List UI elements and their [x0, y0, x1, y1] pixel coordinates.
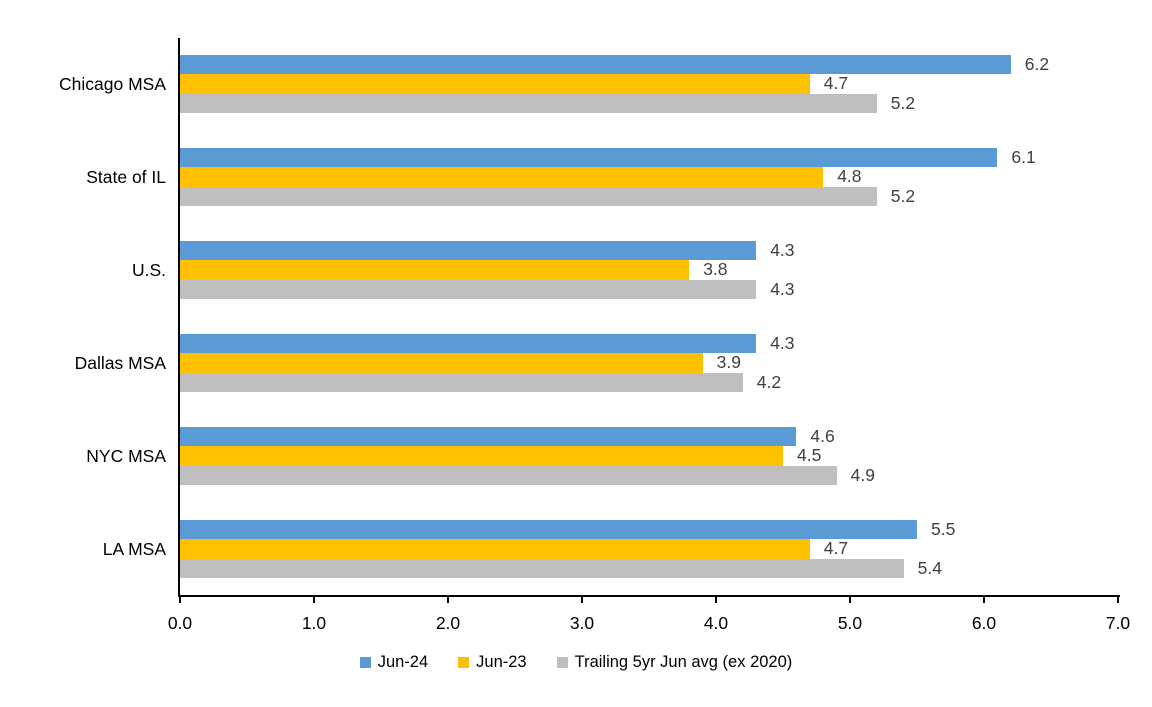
bar-jun-24: [180, 427, 797, 447]
bar-jun-24: [180, 334, 757, 354]
data-label: 4.9: [850, 464, 875, 485]
bar-jun-24: [180, 520, 917, 540]
x-axis-tick: [447, 597, 449, 603]
category-label: Dallas MSA: [74, 353, 166, 373]
bar-jun-23: [180, 260, 690, 280]
bar-trailing-5yr-jun-avg-ex-2020-: [180, 279, 757, 299]
legend-item: Jun-24: [359, 652, 429, 672]
x-axis-tick-label: 1.0: [301, 613, 327, 633]
data-label: 6.1: [1011, 147, 1036, 167]
legend-label: Trailing 5yr Jun avg (ex 2020): [574, 652, 793, 671]
x-axis-tick-label: 5.0: [837, 613, 863, 633]
data-label: 5.2: [890, 185, 916, 206]
data-label: 4.3: [770, 240, 795, 260]
category-label: Chicago MSA: [59, 74, 166, 94]
x-axis-tick: [849, 597, 851, 603]
x-axis-line: [178, 595, 1120, 597]
category-label: NYC MSA: [86, 446, 166, 466]
data-label: 6.2: [1024, 54, 1050, 74]
x-axis-tick-label: 6.0: [971, 613, 997, 633]
legend-swatch-icon: [556, 656, 568, 668]
x-axis-tick-label: 3.0: [569, 613, 595, 633]
legend-label: Jun-23: [476, 652, 527, 671]
x-axis-tick: [179, 597, 181, 603]
data-label: 5.5: [931, 519, 956, 539]
x-axis-tick-label: 2.0: [435, 613, 461, 633]
legend-item: Trailing 5yr Jun avg (ex 2020): [556, 652, 793, 672]
bar-jun-24: [180, 241, 757, 261]
bar-trailing-5yr-jun-avg-ex-2020-: [180, 93, 877, 113]
data-label: 4.5: [797, 445, 822, 466]
bar-trailing-5yr-jun-avg-ex-2020-: [180, 186, 877, 206]
data-label: 3.8: [703, 259, 728, 280]
legend-item: Jun-23: [458, 652, 527, 672]
data-label: 4.7: [823, 538, 849, 559]
category-label: State of IL: [86, 167, 166, 187]
data-label: 4.3: [770, 333, 795, 353]
bar-jun-23: [180, 167, 824, 187]
data-label: 5.4: [917, 557, 942, 578]
x-axis-tick-label: 7.0: [1105, 613, 1131, 633]
legend-label: Jun-24: [377, 652, 429, 671]
bar-jun-23: [180, 74, 810, 94]
x-axis-tick-label: 4.0: [703, 613, 729, 633]
x-axis-tick: [581, 597, 583, 603]
bar-trailing-5yr-jun-avg-ex-2020-: [180, 465, 837, 485]
data-label: 4.3: [770, 278, 795, 299]
category-label: LA MSA: [102, 539, 166, 559]
legend: Jun-24 Jun-23 Trailing 5yr Jun avg (ex 202…: [0, 650, 1152, 674]
data-label: 4.2: [756, 371, 782, 392]
legend-swatch-icon: [359, 656, 371, 668]
data-label: 5.2: [890, 92, 916, 113]
bar-trailing-5yr-jun-avg-ex-2020-: [180, 558, 904, 578]
legend-swatch-icon: [458, 656, 470, 668]
bar-jun-23: [180, 446, 783, 466]
data-label: 3.9: [716, 352, 741, 373]
bar-jun-23: [180, 353, 703, 373]
data-label: 4.8: [837, 166, 862, 187]
category-label: U.S.: [131, 260, 166, 280]
bar-jun-24: [180, 55, 1011, 75]
data-label: 4.6: [810, 426, 835, 446]
x-axis-tick: [715, 597, 717, 603]
x-axis-tick: [1117, 597, 1119, 603]
data-label: 4.7: [823, 73, 849, 94]
bar-trailing-5yr-jun-avg-ex-2020-: [180, 372, 743, 392]
bar-jun-24: [180, 148, 998, 168]
x-axis-tick: [983, 597, 985, 603]
x-axis-tick-label: 0.0: [167, 613, 193, 633]
bar-jun-23: [180, 539, 810, 559]
y-axis-line: [178, 38, 180, 597]
x-axis-tick: [313, 597, 315, 603]
